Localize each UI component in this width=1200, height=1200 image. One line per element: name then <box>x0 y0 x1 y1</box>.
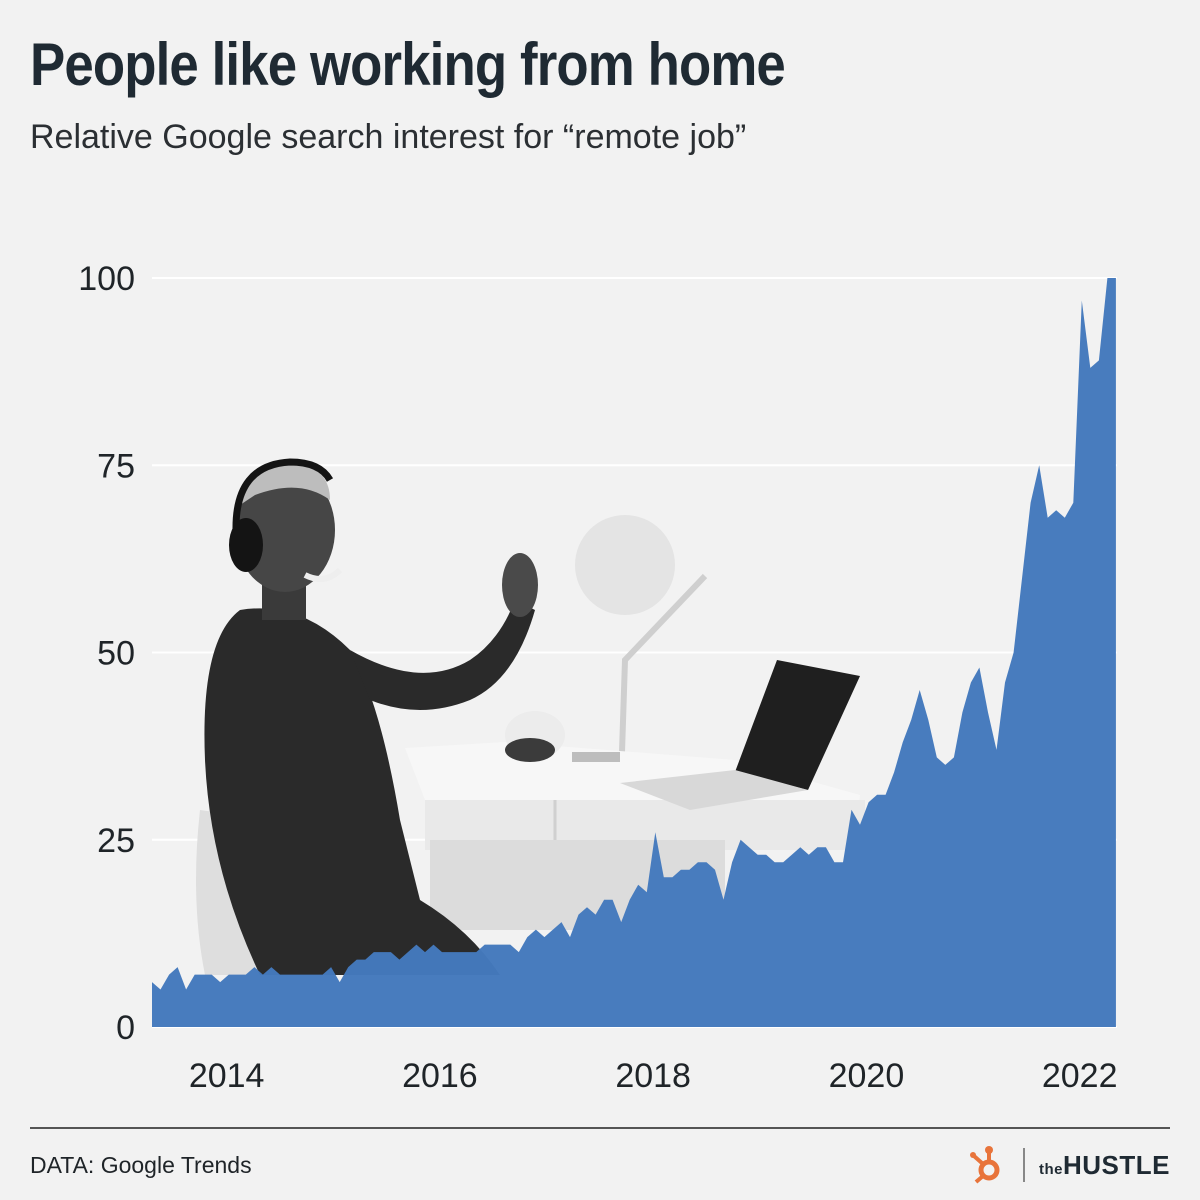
brand-divider <box>1023 1148 1025 1182</box>
brand-wordmark: HUSTLE <box>1063 1149 1170 1180</box>
brand-logo: theHUSTLE <box>967 1140 1170 1190</box>
x-tick-label: 2016 <box>402 1057 478 1095</box>
brand-prefix: the <box>1039 1160 1063 1178</box>
y-tick-label: 0 <box>116 1009 135 1047</box>
y-axis-ticks: 0 25 50 75 100 <box>78 260 135 1047</box>
chart-title: People like working from home <box>30 31 786 98</box>
area-series <box>152 278 1116 1027</box>
area-chart: 0 25 50 75 100 2014 2016 2018 2020 2022 <box>78 260 1118 1095</box>
x-tick-label: 2020 <box>829 1057 905 1095</box>
y-tick-label: 25 <box>97 822 135 860</box>
x-tick-label: 2022 <box>1042 1057 1118 1095</box>
y-tick-label: 75 <box>97 447 135 485</box>
footer-divider <box>30 1127 1170 1129</box>
y-tick-label: 50 <box>97 635 135 673</box>
x-axis-ticks: 2014 2016 2018 2020 2022 <box>189 1057 1118 1095</box>
person-working-photo <box>196 458 865 975</box>
hubspot-sprocket-icon <box>970 1146 1000 1184</box>
x-tick-label: 2014 <box>189 1057 265 1095</box>
chart-subtitle: Relative Google search interest for “rem… <box>30 118 747 156</box>
brand-name: theHUSTLE <box>1039 1150 1170 1181</box>
y-tick-label: 100 <box>78 260 135 298</box>
data-source: DATA: Google Trends <box>30 1152 252 1178</box>
x-tick-label: 2018 <box>615 1057 691 1095</box>
